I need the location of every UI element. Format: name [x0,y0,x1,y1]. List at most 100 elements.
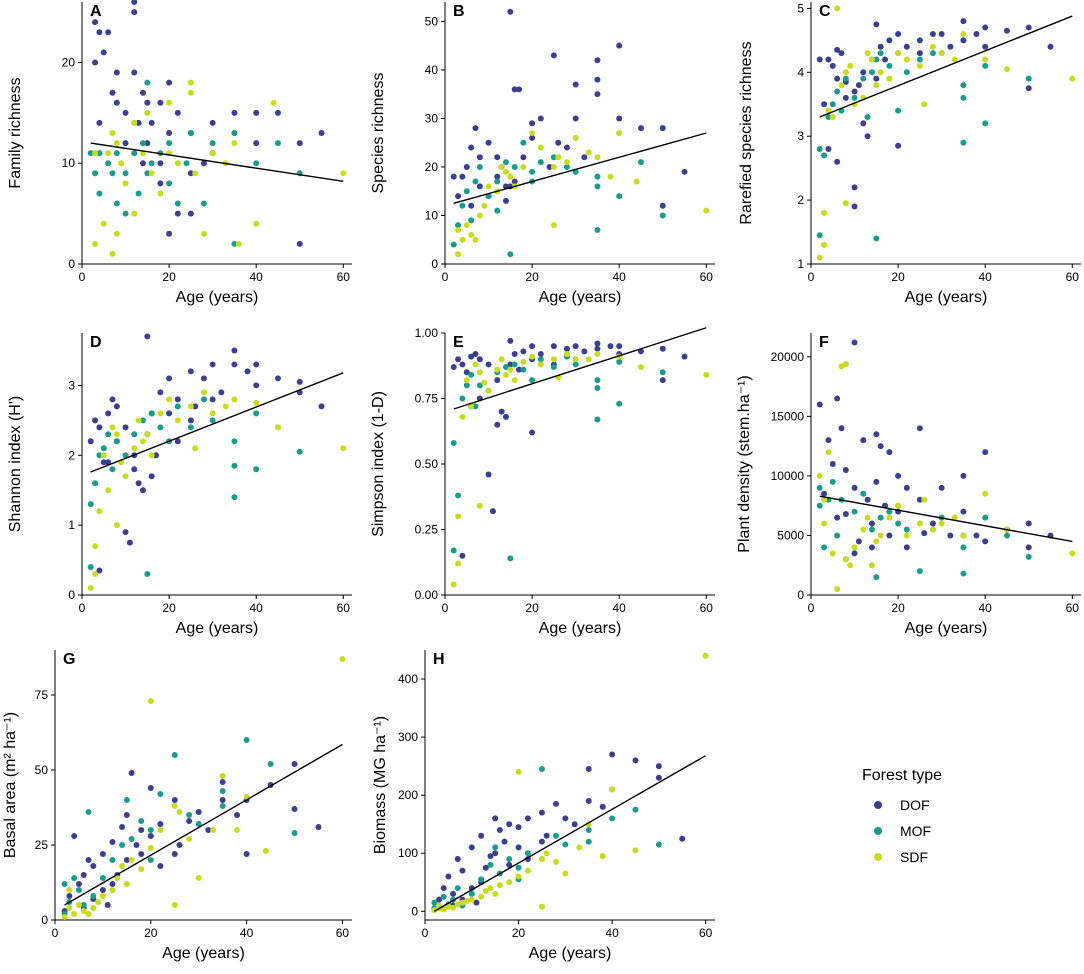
legend-swatch [874,827,882,835]
data-point [947,43,954,50]
data-point [318,403,325,410]
data-point [816,56,823,63]
data-point [144,140,151,147]
data-point [219,773,226,779]
data-point [113,140,120,147]
data-point [109,89,116,96]
data-point [821,101,828,108]
series-sdf [61,656,346,920]
data-point [244,368,251,375]
data-point [681,168,688,175]
data-point [231,347,238,354]
data-point [609,786,616,793]
data-point [489,508,496,515]
data-point [563,159,570,166]
data-point [166,130,173,136]
data-point [916,37,923,44]
data-point [174,210,181,217]
data-point [274,109,281,116]
data-point [516,86,523,93]
data-point [205,827,212,833]
data-point [552,858,559,865]
data-point [572,343,579,350]
data-point [873,538,880,545]
data-point [440,885,447,892]
data-point [174,438,181,445]
data-point [860,75,867,82]
data-point [834,586,841,593]
data-point [147,827,154,833]
data-point [138,818,145,824]
data-point [99,893,106,899]
data-point [209,150,216,157]
data-point [895,502,902,509]
data-point [502,413,509,420]
data-point [655,763,662,770]
data-point [459,395,466,402]
y-tick-label: 50 [35,763,49,777]
data-point [877,69,884,76]
y-axis-title: Plant density (stem.ha⁻¹) [736,375,753,552]
data-point [825,145,832,152]
data-point [113,69,120,76]
panel-h: 0 20 40 60 0 100 200 300 400 H Age (years) Biomass … [372,650,715,962]
data-point [468,231,475,238]
data-point [71,875,78,881]
data-point [581,154,588,161]
data-point [594,76,601,83]
x-tick-label: 40 [613,601,627,615]
data-point [105,459,112,466]
y-tick-label: 3 [68,378,75,392]
y-tick-label: 15000 [771,409,805,423]
data-point [96,29,103,36]
series-dof [450,337,688,559]
data-point [139,438,146,445]
data-point [113,438,120,445]
x-tick-label: 0 [422,926,429,940]
data-point [507,337,514,344]
series-mof [61,737,298,917]
data-point [472,178,479,185]
data-point [860,69,867,76]
data-point [864,114,871,121]
data-point [834,46,841,53]
data-point [138,866,145,872]
data-point [562,870,569,877]
data-point [100,452,107,459]
data-point [821,496,828,503]
y-axis-title: Rarefied species richness [738,41,755,224]
data-point [550,364,557,371]
data-point [873,574,880,581]
data-point [192,170,199,177]
data-point [563,350,570,357]
data-point [485,471,492,478]
y-tick-label: 300 [398,730,418,744]
data-point [895,50,902,57]
data-point [860,437,867,444]
data-point [947,532,954,539]
data-point [511,178,518,185]
data-point [834,158,841,165]
data-point [829,478,836,485]
data-point [66,893,73,899]
data-point [515,844,522,851]
data-point [594,377,601,384]
x-tick-label: 0 [52,926,59,940]
data-point [511,350,518,357]
data-point [104,902,111,908]
series-mof [450,139,666,258]
trend-line [434,755,706,912]
y-tick-label: 5000 [777,528,804,542]
data-point [538,838,545,845]
data-point [637,364,644,371]
data-point [468,217,475,224]
data-point [886,75,893,82]
data-point [174,109,181,116]
data-point [555,154,562,161]
data-point [821,520,828,527]
panel-letter: G [63,651,75,668]
data-point [599,853,606,860]
data-point [87,150,94,157]
data-point [135,119,142,126]
data-point [506,879,513,886]
